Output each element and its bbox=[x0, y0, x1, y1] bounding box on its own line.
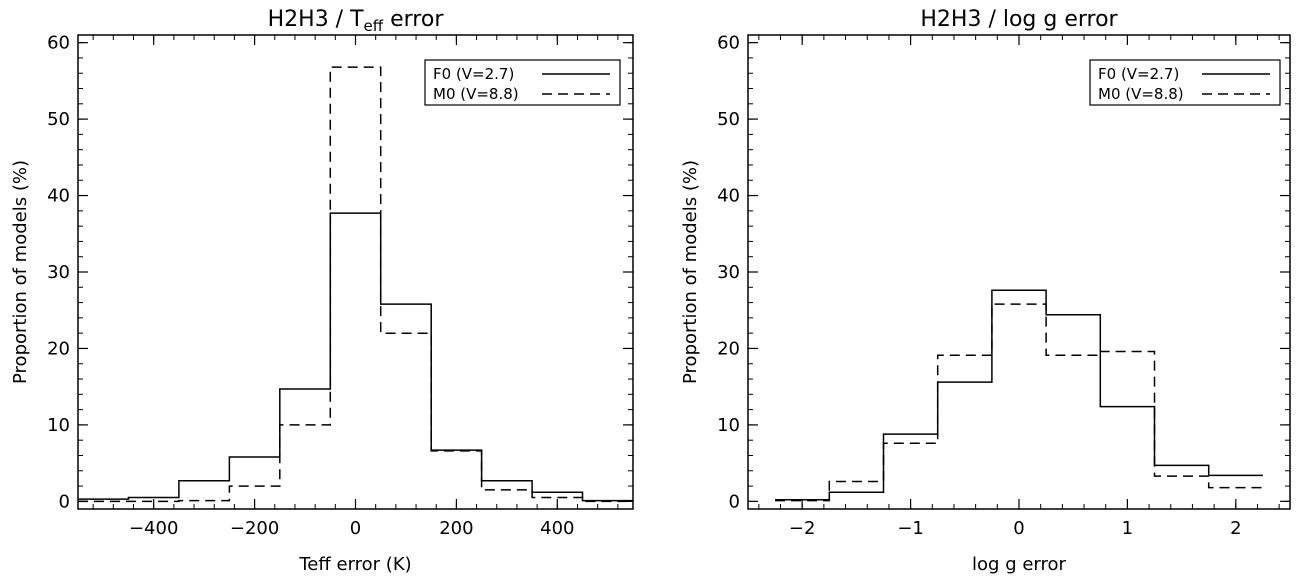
legend: F0 (V=2.7) M0 (V=8.8) bbox=[1089, 59, 1281, 106]
series-line-m0 bbox=[78, 66, 633, 503]
y-tick-label: 30 bbox=[717, 262, 740, 283]
y-tick-label: 10 bbox=[47, 415, 70, 436]
x-tick-label: −1 bbox=[897, 518, 924, 539]
y-tick-label: 40 bbox=[47, 186, 70, 207]
y-tick-label: 20 bbox=[717, 338, 740, 359]
plot-frame bbox=[747, 34, 1291, 510]
x-tick-label: −400 bbox=[129, 518, 178, 539]
series-line-m0 bbox=[775, 303, 1263, 502]
y-tick-label: 60 bbox=[47, 33, 70, 54]
y-tick-label: 60 bbox=[717, 33, 740, 54]
legend-box bbox=[424, 59, 621, 106]
x-tick-label: 1 bbox=[1122, 518, 1133, 539]
chart-title: H2H3 / log g error bbox=[920, 7, 1118, 32]
y-axis-label: Proportion of models (%) bbox=[680, 160, 701, 384]
x-tick-label: 2 bbox=[1230, 518, 1241, 539]
chart-panel-2: H2H3 / log g error−2 −1 0 1 20102030405060lo… bbox=[680, 7, 1291, 575]
chart-panel-1: H2H3 / Teff error −400 −200 0 200 400 0 10 20 30 4… bbox=[10, 7, 634, 575]
legend-label-f0: F0 (V=2.7) bbox=[1098, 65, 1179, 83]
x-tick-label: −2 bbox=[789, 518, 816, 539]
x-tick-label: 200 bbox=[439, 518, 473, 539]
chart-title: H2H3 / Teff error bbox=[268, 7, 445, 35]
y-tick-label: 0 bbox=[59, 491, 70, 512]
y-axis-label: Proportion of models (%) bbox=[10, 160, 31, 384]
y-tick-label: 10 bbox=[717, 415, 740, 436]
y-tick-label: 20 bbox=[47, 338, 70, 359]
y-tick-label: 50 bbox=[717, 109, 740, 130]
series-line-f0 bbox=[775, 289, 1263, 501]
legend-label-f0: F0 (V=2.7) bbox=[433, 65, 514, 83]
y-tick-label: 40 bbox=[717, 186, 740, 207]
x-tick-label: 0 bbox=[1013, 518, 1024, 539]
x-axis-label: Teff error (K) bbox=[298, 554, 411, 575]
series-line-f0 bbox=[78, 212, 633, 502]
legend-label-m0: M0 (V=8.8) bbox=[433, 85, 519, 103]
legend-label-m0: M0 (V=8.8) bbox=[1098, 85, 1184, 103]
y-tick-label: 50 bbox=[47, 109, 70, 130]
x-tick-label: 0 bbox=[350, 518, 361, 539]
legend-box bbox=[1089, 59, 1281, 106]
plot-frame bbox=[77, 34, 634, 510]
x-tick-label: 400 bbox=[540, 518, 574, 539]
legend: F0 (V=2.7) M0 (V=8.8) bbox=[424, 59, 621, 106]
x-axis-label: log g error bbox=[972, 554, 1066, 575]
x-tick-label: −200 bbox=[230, 518, 279, 539]
y-tick-label: 30 bbox=[47, 262, 70, 283]
y-tick-label: 0 bbox=[729, 491, 740, 512]
